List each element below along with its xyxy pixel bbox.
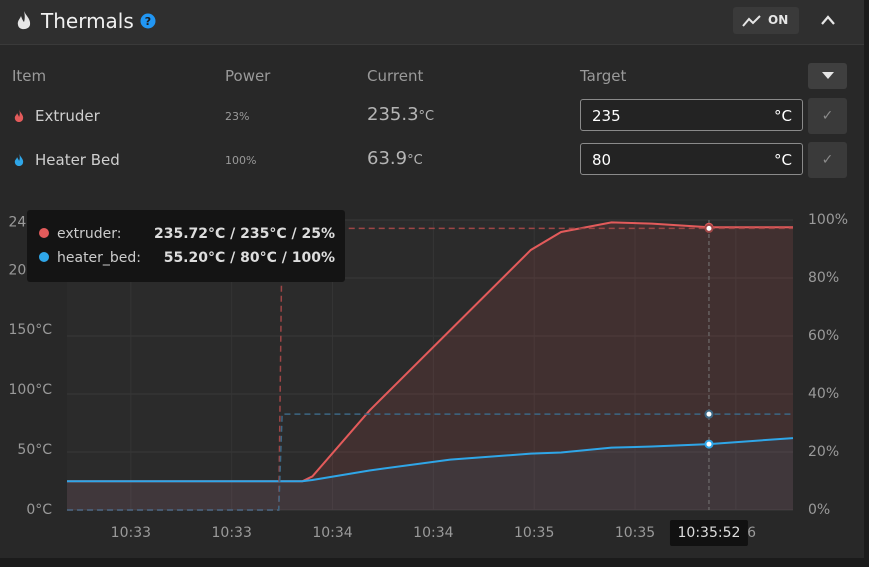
current-value: 235.3	[367, 104, 419, 125]
header: Thermals ? ON	[0, 0, 864, 45]
target-unit: °C	[774, 107, 792, 125]
unit: °C	[407, 153, 423, 168]
current-value: 63.9	[367, 148, 408, 169]
tooltip-label: heater_bed:	[57, 250, 142, 266]
y-tick-label: 0°C	[26, 502, 52, 518]
apply-button[interactable]: ✓	[808, 98, 847, 134]
area	[67, 438, 793, 510]
x-tick-label: 10:35	[615, 525, 655, 541]
target-input[interactable]: 80 °C	[580, 143, 803, 175]
column-header: Current	[367, 67, 424, 85]
x-tick-label: 10:35	[514, 525, 554, 541]
x-tick-label: 10:33	[111, 525, 151, 541]
y2-tick-label: 100%	[808, 212, 848, 228]
y-tick-label: 150°C	[9, 322, 53, 338]
y2-tick-label: 0%	[808, 502, 830, 518]
column-header: Target	[580, 67, 627, 85]
collapse-icon[interactable]	[819, 13, 837, 27]
y-tick-label: 50°C	[17, 442, 52, 458]
tooltip: extruder: 235.72°C / 235°C / 25% heater_be…	[27, 210, 345, 282]
legend-dot	[39, 252, 49, 262]
item-name: Heater Bed	[35, 151, 120, 169]
tooltip-row: heater_bed: 55.20°C / 80°C / 100%	[39, 248, 335, 268]
tooltip-value: 235.72°C / 235°C / 25%	[153, 226, 335, 242]
target-unit: °C	[774, 151, 792, 169]
column-header: Item	[12, 67, 47, 85]
y2-tick-label: 60%	[808, 328, 839, 344]
target-value: 80	[592, 151, 612, 169]
tooltip-value: 55.20°C / 80°C / 100%	[163, 250, 335, 266]
y2-tick-label: 80%	[808, 270, 839, 286]
x-tick-label: 10:33	[212, 525, 252, 541]
hover-marker	[704, 439, 714, 449]
hover-marker	[704, 409, 714, 419]
apply-button[interactable]: ✓	[808, 142, 847, 178]
chart-toggle[interactable]: ON	[733, 7, 799, 34]
tooltip-label: extruder:	[57, 226, 122, 242]
cursor-label-box	[669, 520, 748, 546]
series-line	[67, 413, 793, 511]
help-icon[interactable]: ?	[140, 13, 156, 29]
current-temp: 63.9°C	[367, 148, 423, 169]
unit: °C	[418, 109, 435, 124]
card: Thermals ? ON Item Power Current Target …	[0, 0, 864, 558]
y2-tick-label: 20%	[808, 444, 839, 460]
y-tick-label: 100°C	[9, 382, 53, 398]
caret	[822, 72, 834, 79]
column-header: Power	[225, 67, 271, 85]
menu-button[interactable]	[808, 63, 847, 89]
hover-marker	[704, 223, 714, 233]
cursor-label: 10:35:52	[678, 525, 741, 541]
y2-tick-label: 40%	[808, 386, 839, 402]
power: 23%	[225, 110, 250, 123]
tooltip-row: extruder: 235.72°C / 235°C / 25%	[39, 224, 335, 244]
flame-icon	[14, 109, 24, 122]
x-tick-label: 10:34	[312, 525, 352, 541]
item-name: Extruder	[35, 107, 100, 125]
current-temp: 235.3°C	[367, 104, 434, 125]
svg-text:?: ?	[145, 15, 151, 28]
flame-icon	[17, 11, 31, 30]
target-value: 235	[592, 107, 621, 125]
legend-dot	[39, 228, 49, 238]
target-input[interactable]: 235 °C	[580, 99, 803, 131]
power: 100%	[225, 154, 257, 167]
x-tick-label: 10:34	[413, 525, 453, 541]
area	[67, 222, 793, 510]
flame-icon	[14, 153, 24, 166]
title: Thermals	[41, 9, 134, 33]
toggle-label: ON	[768, 13, 789, 27]
chart-icon	[742, 15, 761, 27]
series-line	[67, 437, 794, 483]
